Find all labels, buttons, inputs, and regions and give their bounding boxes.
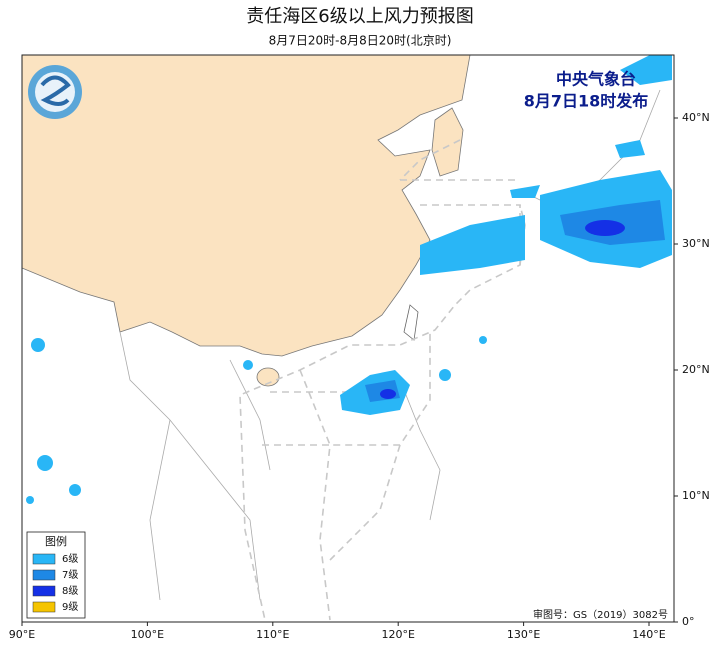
x-tick-label: 140°E	[632, 628, 665, 641]
y-tick-label: 0°	[682, 615, 695, 628]
legend-title: 图例	[45, 534, 67, 548]
map-frame	[21, 54, 675, 623]
legend-swatch	[32, 601, 56, 613]
x-tick-label: 90°E	[9, 628, 35, 641]
legend-swatch	[32, 585, 56, 597]
legend-swatch	[32, 553, 56, 565]
x-tick-label: 120°E	[381, 628, 414, 641]
taiwan	[403, 304, 419, 341]
legend: 图例 6级 7级 8级 9级	[26, 531, 86, 619]
china-land	[21, 54, 471, 357]
y-tick-label: 20°N	[682, 363, 710, 376]
approval: 审图号：GS（2019）3082号	[533, 608, 668, 621]
y-tick-label: 30°N	[682, 237, 710, 250]
legend-label: 6级	[62, 553, 78, 565]
x-tick-label: 110°E	[256, 628, 289, 641]
wind-8	[380, 220, 625, 399]
legend-swatch	[32, 569, 56, 581]
hainan	[256, 367, 280, 387]
x-tick-label: 130°E	[507, 628, 540, 641]
y-tick-label: 40°N	[682, 111, 710, 124]
legend-label: 7级	[62, 569, 78, 581]
y-tick-label: 10°N	[682, 489, 710, 502]
agency: 中央气象台	[556, 70, 636, 89]
map: 中央气象台 8月7日18时发布 审图号：GS（2019）3082号 90°E 10…	[9, 54, 710, 641]
axes: 90°E 100°E 110°E 120°E 130°E 140°E 0° 10°N 20°N 3…	[9, 111, 710, 641]
borders	[119, 89, 661, 601]
issue-time: 8月7日18时发布	[524, 92, 649, 111]
logo	[28, 65, 82, 119]
legend-label: 9级	[62, 601, 78, 613]
legend-label: 8级	[62, 585, 78, 597]
x-tick-label: 100°E	[131, 628, 164, 641]
subtitle: 8月7日20时-8月8日20时(北京时)	[269, 34, 452, 48]
title: 责任海区6级以上风力预报图	[246, 6, 473, 27]
korea-land	[431, 107, 464, 177]
